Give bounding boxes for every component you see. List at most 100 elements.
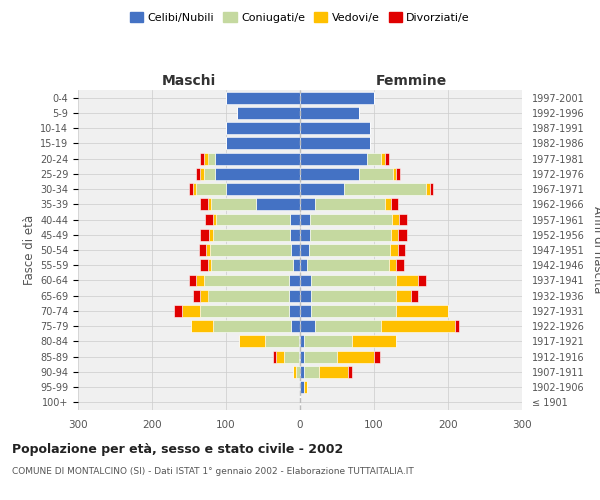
Bar — [299, 336, 300, 347]
Bar — [212, 214, 217, 226]
Bar — [300, 274, 311, 286]
Bar — [199, 244, 206, 256]
Y-axis label: Fasce di età: Fasce di età — [23, 215, 36, 285]
Bar — [319, 366, 348, 378]
Bar — [215, 152, 300, 164]
Bar — [296, 366, 300, 378]
Text: Popolazione per età, sesso e stato civile - 2002: Popolazione per età, sesso e stato civil… — [12, 442, 343, 456]
Bar — [208, 260, 211, 271]
Bar — [304, 336, 352, 347]
Bar — [200, 229, 209, 240]
Legend: Celibi/Nubili, Coniugati/e, Vedovi/e, Divorziati/e: Celibi/Nubili, Coniugati/e, Vedovi/e, Di… — [125, 8, 475, 28]
Bar — [300, 214, 310, 226]
Bar — [272, 350, 277, 362]
Bar — [193, 183, 196, 195]
Bar — [455, 320, 459, 332]
Bar — [300, 260, 307, 271]
Bar — [277, 350, 284, 362]
Bar — [204, 168, 215, 180]
Bar — [196, 274, 204, 286]
Bar — [291, 320, 300, 332]
Bar — [289, 290, 300, 302]
Bar — [291, 244, 300, 256]
Bar — [265, 336, 299, 347]
Bar — [300, 320, 315, 332]
Bar — [174, 305, 182, 317]
Bar — [315, 198, 385, 210]
Bar — [396, 274, 418, 286]
Bar — [239, 336, 265, 347]
Bar — [359, 168, 392, 180]
Bar — [289, 305, 300, 317]
Bar — [300, 381, 304, 393]
Bar — [411, 290, 418, 302]
Bar — [214, 320, 291, 332]
Bar — [300, 138, 370, 149]
Bar — [382, 320, 455, 332]
Bar — [293, 366, 296, 378]
Bar — [206, 244, 210, 256]
Bar — [208, 290, 289, 302]
Bar — [189, 183, 193, 195]
Bar — [284, 350, 299, 362]
Bar — [385, 152, 389, 164]
Bar — [311, 274, 396, 286]
Bar — [300, 183, 344, 195]
Bar — [200, 198, 208, 210]
Bar — [307, 260, 389, 271]
Bar — [215, 168, 300, 180]
Bar — [191, 320, 214, 332]
Bar — [200, 152, 204, 164]
Bar — [200, 290, 208, 302]
Bar — [391, 198, 398, 210]
Bar — [392, 168, 396, 180]
Bar — [193, 290, 200, 302]
Bar — [211, 260, 293, 271]
Bar — [189, 274, 196, 286]
Bar — [300, 107, 359, 119]
Bar — [217, 214, 290, 226]
Bar — [300, 305, 311, 317]
Bar — [310, 214, 392, 226]
Bar — [311, 305, 396, 317]
Y-axis label: Anni di nascita: Anni di nascita — [591, 206, 600, 294]
Bar — [290, 214, 300, 226]
Bar — [396, 305, 448, 317]
Bar — [256, 198, 300, 210]
Bar — [396, 260, 404, 271]
Bar — [290, 229, 300, 240]
Bar — [398, 229, 407, 240]
Bar — [200, 305, 289, 317]
Bar — [212, 229, 290, 240]
Bar — [392, 214, 399, 226]
Bar — [374, 350, 380, 362]
Bar — [396, 290, 411, 302]
Bar — [426, 183, 430, 195]
Bar — [352, 336, 396, 347]
Bar — [300, 244, 309, 256]
Bar — [382, 152, 385, 164]
Text: Femmine: Femmine — [376, 74, 446, 88]
Bar — [300, 350, 304, 362]
Bar — [196, 183, 226, 195]
Bar — [299, 350, 300, 362]
Bar — [300, 122, 370, 134]
Bar — [348, 366, 352, 378]
Bar — [337, 350, 374, 362]
Bar — [304, 350, 337, 362]
Bar — [396, 168, 400, 180]
Bar — [300, 229, 310, 240]
Bar — [204, 152, 208, 164]
Bar — [304, 381, 307, 393]
Bar — [237, 107, 300, 119]
Bar — [289, 274, 300, 286]
Bar — [390, 244, 398, 256]
Bar — [300, 290, 311, 302]
Bar — [430, 183, 433, 195]
Bar — [182, 305, 200, 317]
Bar — [205, 214, 212, 226]
Bar — [208, 152, 215, 164]
Bar — [418, 274, 426, 286]
Bar — [300, 92, 374, 104]
Bar — [304, 366, 319, 378]
